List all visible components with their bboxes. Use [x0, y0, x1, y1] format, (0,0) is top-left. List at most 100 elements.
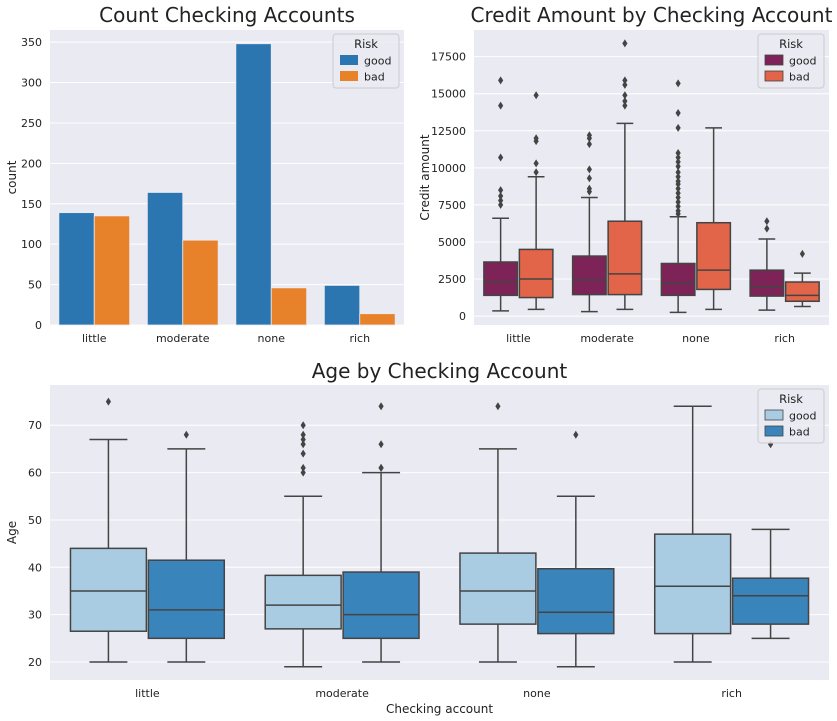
outlier-point — [300, 440, 306, 449]
chart-title: Age by Checking Account — [312, 359, 568, 383]
outlier-point — [675, 153, 681, 162]
box-good-rich — [653, 405, 732, 663]
outlier-point — [573, 430, 579, 439]
chart-panel-1: 0 50 100 150 200 250 300 350 little moderate none r… — [5, 3, 404, 345]
y-tick-label: 50 — [28, 279, 42, 292]
y-tick-label: 7500 — [438, 199, 466, 212]
box-bad-little — [147, 430, 226, 663]
outlier-point — [586, 131, 592, 140]
y-axis-label: count — [5, 160, 19, 194]
box-body — [459, 552, 537, 625]
x-tick-label: none — [682, 332, 710, 345]
y-tick-label: 100 — [21, 238, 42, 251]
y-tick-label: 2500 — [438, 273, 466, 286]
outlier-point — [498, 200, 504, 209]
box-good-none — [459, 402, 537, 663]
y-tick-label: 0 — [459, 310, 466, 323]
chart-panel-2: 0 2500 5000 7500 10000 12500 15000 17500 little m… — [418, 3, 833, 345]
box-bad-little — [518, 91, 554, 311]
x-tick-label: moderate — [580, 332, 634, 345]
bar — [323, 284, 361, 326]
outlier-point — [675, 193, 681, 202]
outlier-point — [675, 157, 681, 166]
box-body — [653, 533, 732, 635]
box-body — [696, 221, 732, 291]
outlier-point — [300, 468, 306, 477]
y-tick-label: 0 — [35, 319, 42, 332]
box-good-moderate — [264, 421, 342, 668]
outlier-point — [622, 76, 628, 85]
legend-swatch-good — [340, 55, 358, 65]
y-tick-label: 60 — [28, 467, 42, 480]
x-tick-label: moderate — [315, 687, 369, 700]
outlier-point — [622, 101, 628, 110]
outlier-point — [378, 440, 384, 449]
bar — [235, 43, 272, 326]
outlier-point — [622, 97, 628, 106]
x-tick-label: rich — [774, 332, 795, 345]
outlier-point — [764, 224, 770, 233]
x-tick-label: none — [258, 332, 286, 345]
box-bad-rich — [731, 440, 810, 640]
y-tick-label: 10000 — [431, 162, 466, 175]
box-body — [518, 248, 554, 299]
bar — [270, 287, 308, 326]
legend-label: good — [789, 55, 816, 68]
box-good-little — [483, 76, 519, 312]
outlier-point — [586, 165, 592, 174]
outlier-point — [498, 101, 504, 110]
y-tick-label: 50 — [28, 514, 42, 527]
box-body — [660, 262, 696, 297]
outlier-point — [378, 402, 384, 411]
outlier-point — [183, 430, 189, 439]
legend: Risk good bad — [757, 388, 825, 444]
chart-title: Count Checking Accounts — [99, 3, 355, 27]
y-axis-label: Age — [5, 521, 19, 544]
box-bad-none — [696, 127, 732, 311]
legend-swatch-bad — [764, 425, 784, 437]
box-good-moderate — [571, 131, 607, 313]
box-body — [264, 574, 342, 630]
legend-title: Risk — [779, 392, 803, 406]
outlier-point — [586, 174, 592, 183]
outlier-point — [498, 76, 504, 85]
box-body — [483, 261, 519, 297]
y-tick-label: 5000 — [438, 236, 466, 249]
x-tick-label: little — [82, 332, 107, 345]
x-axis-label: Checking account — [386, 702, 493, 716]
legend-label: bad — [789, 426, 810, 439]
outlier-point — [675, 197, 681, 206]
y-tick-label: 20 — [28, 656, 42, 669]
box-body — [749, 269, 785, 297]
bar — [359, 313, 396, 326]
outlier-point — [675, 79, 681, 88]
outlier-point — [300, 430, 306, 439]
outlier-point — [675, 172, 681, 181]
x-tick-label: little — [135, 687, 160, 700]
outlier-point — [675, 177, 681, 186]
x-tick-label: rich — [349, 332, 370, 345]
legend-label: bad — [789, 71, 810, 84]
outlier-point — [622, 80, 628, 89]
outlier-point — [533, 91, 539, 100]
box-good-rich — [749, 217, 785, 311]
outlier-point — [622, 91, 628, 100]
y-tick-label: 17500 — [431, 51, 466, 64]
outlier-point — [622, 39, 628, 48]
legend-label: good — [789, 410, 816, 423]
x-tick-label: rich — [721, 687, 742, 700]
outlier-point — [675, 168, 681, 177]
y-tick-label: 40 — [28, 561, 42, 574]
bar — [146, 192, 184, 326]
outlier-point — [498, 153, 504, 162]
box-bad-moderate — [607, 39, 643, 311]
box-body — [731, 577, 810, 625]
bar — [58, 212, 95, 326]
legend: Risk good bad — [757, 33, 825, 89]
x-tick-label: little — [506, 332, 531, 345]
box-body — [607, 220, 643, 296]
box-body — [537, 567, 615, 635]
outlier-point — [533, 168, 539, 177]
legend-swatch-bad — [764, 70, 784, 82]
bar — [182, 239, 219, 326]
